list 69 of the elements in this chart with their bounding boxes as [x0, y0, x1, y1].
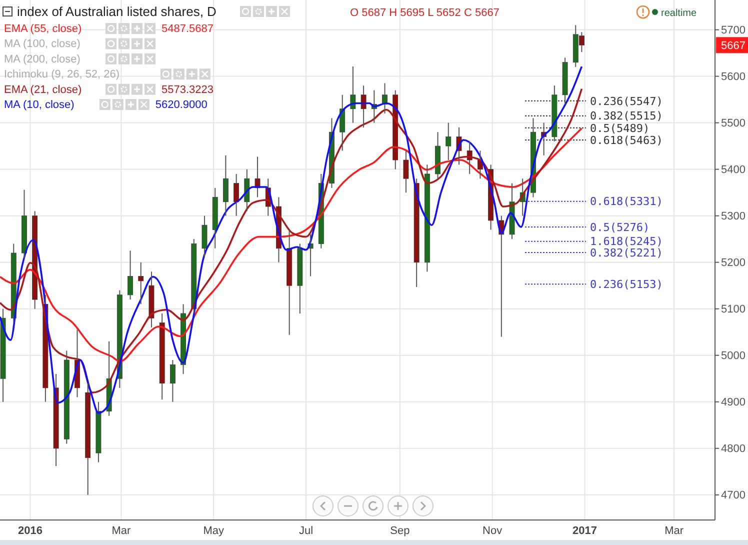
x-tick-label: Jul: [298, 525, 314, 537]
y-tick-label: 5000: [721, 350, 746, 362]
candlestick: [350, 66, 356, 124]
candlestick: [128, 250, 133, 300]
candlestick: [244, 168, 250, 212]
candlestick: [85, 382, 91, 496]
candlestick: [159, 312, 165, 400]
annotation: realtime: [661, 8, 698, 19]
x-tick-label: Mar: [664, 525, 684, 537]
ref-line-label: 0.618(5331): [590, 195, 663, 208]
candlestick: [191, 238, 197, 314]
y-tick-label: 5100: [721, 304, 746, 316]
candlestick: [360, 85, 366, 128]
candlestick: [403, 150, 409, 194]
ref-line-label: 1.618(5245): [590, 235, 663, 248]
candlestick: [414, 178, 420, 288]
y-tick-label: 5300: [721, 210, 746, 223]
y-tick-label: 5700: [721, 24, 746, 37]
y-tick-label: 5600: [721, 71, 746, 84]
candlestick: [138, 262, 144, 305]
candlestick: [0, 308, 6, 402]
y-tick-label: 5500: [721, 118, 746, 130]
annotation: 5667: [721, 40, 746, 52]
annotation: 5620.9000: [155, 99, 208, 111]
ref-line-label: 0.236(5153): [590, 278, 663, 292]
text: EMA (21, close): [4, 84, 82, 96]
annotation: Ichimoku (9, 26, 52, 26): [4, 68, 120, 81]
y-tick-label: 5200: [721, 257, 746, 270]
candlestick: [446, 122, 452, 160]
x-tick-label: 2016: [18, 525, 43, 537]
candlestick: [64, 350, 70, 444]
x-tick-label: May: [203, 525, 224, 537]
candlestick: [223, 154, 228, 216]
candlestick: [340, 94, 346, 152]
y-tick-label: 5400: [721, 164, 746, 176]
x-tick-label: 2017: [572, 525, 597, 537]
y-tick-label: 4800: [721, 443, 746, 456]
annotation: O 5687 H 5695 L 5652 C 5667: [350, 7, 500, 19]
x-tick-label: Nov: [482, 525, 503, 537]
x-tick-label: Mar: [112, 525, 131, 537]
candlestick: [212, 187, 218, 249]
candlestick: [96, 401, 102, 463]
candlestick: [53, 373, 59, 467]
candlestick: [286, 229, 292, 336]
candlestick: [424, 164, 430, 272]
ref-line-label: 0.618(5463): [590, 134, 663, 147]
ref-line-label: 0.5(5489): [590, 122, 650, 135]
candlestick: [297, 243, 303, 314]
candlestick: [170, 360, 176, 402]
candlestick: [435, 132, 440, 180]
y-tick-label: 4900: [721, 396, 746, 409]
annotation: MA (100, close): [4, 38, 80, 50]
ref-line-label: 0.5(5276): [590, 220, 650, 234]
annotation: 5573.3223: [162, 84, 214, 96]
candlestick: [202, 215, 208, 258]
ref-line-label: 0.382(5221): [590, 246, 663, 260]
annotation: 5487.5687: [162, 23, 214, 35]
y-tick-label: 4700: [721, 490, 746, 502]
text: MA (10, close): [4, 99, 74, 111]
ref-line-label: 0.236(5547): [590, 94, 663, 108]
annotation: MA (200, close): [4, 53, 80, 66]
ref-line-label: 0.382(5515): [590, 110, 663, 123]
x-tick-label: Sep: [390, 525, 410, 537]
candlestick: [234, 173, 240, 216]
line-series: [0, 127, 583, 362]
candlestick: [148, 271, 154, 328]
chart-title: index of Australian listed shares, D: [17, 4, 216, 19]
candlestick: [22, 189, 27, 258]
text: EMA (55, close): [4, 23, 82, 35]
